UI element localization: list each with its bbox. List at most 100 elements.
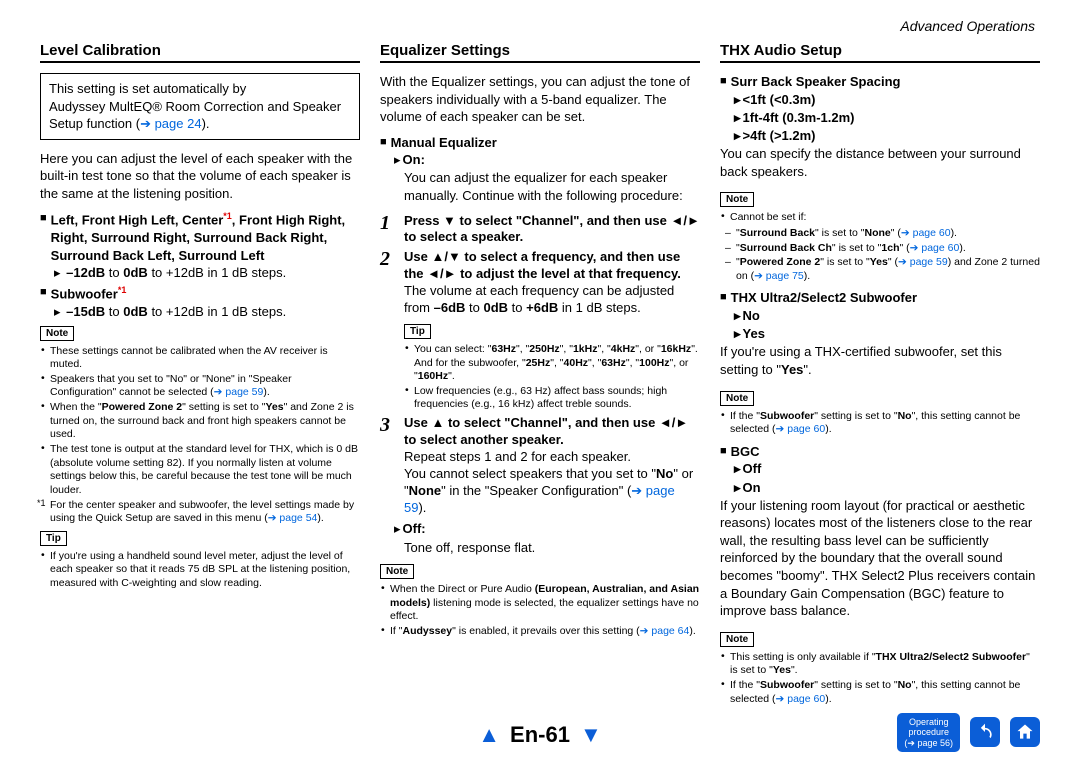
tip-item: If you're using a handheld sound level m… [40,550,360,591]
note-item: "Powered Zone 2" is set to "Yes" (➔ page… [726,256,1040,283]
intro-box-line1: This setting is set automatically by [49,81,246,96]
thxsub-description: If you're using a THX-certified subwoofe… [720,343,1040,378]
note-item: When the "Powered Zone 2" setting is set… [40,401,360,442]
next-page-icon[interactable]: ▼ [580,722,602,748]
note-item: This setting is only available if "THX U… [720,651,1040,678]
page-link[interactable]: ➔ page 75 [754,270,804,282]
notes-block: Cannot be set if: "Surround Back" is set… [720,211,1040,283]
bgc-label: BGC [731,443,760,461]
thxsub-opt: Yes [734,325,1040,343]
step-text: Use ▲ to select "Channel", and then use … [404,415,700,516]
prev-page-icon[interactable]: ▲ [478,722,500,748]
thx-sub-heading: ■ THX Ultra2/Select2 Subwoofer [720,289,1040,307]
note-item: When the Direct or Pure Audio (European,… [380,583,700,624]
heading-level-calibration: Level Calibration [40,42,360,63]
note-item: "Surround Back" is set to "None" (➔ page… [726,227,1040,241]
bgc-heading: ■ BGC [720,443,1040,461]
page-link[interactable]: ➔ page 60 [901,227,951,239]
surr-back-heading: ■ Surr Back Speaker Spacing [720,73,1040,91]
heading-equalizer: Equalizer Settings [380,42,700,63]
notes-block: These settings cannot be calibrated when… [40,345,360,526]
manual-eq-label: Manual Equalizer [391,134,497,152]
sub-range-min: –15dB [66,304,105,319]
page-link[interactable]: ➔ page 64 [640,625,690,637]
subwoofer-range: –15dB to 0dB to +12dB in 1 dB steps. [54,303,360,321]
note-item: If the "Subwoofer" setting is set to "No… [720,679,1040,706]
page-link[interactable]: ➔ page 59 [898,256,948,268]
step-text: Press ▼ to select "Channel", and then us… [404,213,700,247]
note-item: These settings cannot be calibrated when… [40,345,360,372]
note-label: Note [380,564,414,579]
column-equalizer: Equalizer Settings With the Equalizer se… [380,42,700,707]
off-option: Off: [394,520,700,538]
thxsub-opt: No [734,307,1040,325]
back-button[interactable] [970,717,1000,747]
note-item: Cannot be set if: [720,211,1040,225]
intro-box-page-link[interactable]: ➔ page 24 [140,116,202,131]
surr-back-label: Surr Back Speaker Spacing [731,73,901,91]
channel-range: –12dB to 0dB to +12dB in 1 dB steps. [54,264,360,282]
proc-page-ref: (➔ page 56) [904,738,953,748]
channel-list-heading: ■ Left, Front High Left, Center*1, Front… [40,210,360,264]
square-bullet-icon: ■ [720,443,727,461]
step-bold: Use ▲/▼ to select a frequency, and then … [404,249,681,281]
column-level-calibration: Level Calibration This setting is set au… [40,42,360,707]
intro-box: This setting is set automatically by Aud… [40,73,360,140]
proc-line2: procedure [908,727,949,737]
note-label: Note [40,326,74,341]
note-item: If the "Subwoofer" setting is set to "No… [720,410,1040,437]
level-intro-text: Here you can adjust the level of each sp… [40,150,360,203]
step-number-icon: 2 [380,249,398,269]
sub-range-suffix: to +12dB in 1 dB steps. [148,304,286,319]
thx-sub-label: THX Ultra2/Select2 Subwoofer [731,289,917,307]
column-thx: THX Audio Setup ■ Surr Back Speaker Spac… [720,42,1040,707]
intro-box-line3a: Setup function ( [49,116,140,131]
off-description: Tone off, response flat. [404,539,700,557]
range-sep: to [105,265,123,280]
page-link[interactable]: ➔ page 54 [268,512,318,524]
header-section-label: Advanced Operations [900,18,1035,34]
step-text: Use ▲/▼ to select a frequency, and then … [404,249,700,317]
tip-item: You can select: "63Hz", "250Hz", "1kHz",… [404,343,700,384]
square-bullet-icon: ■ [380,134,387,152]
notes-block: If the "Subwoofer" setting is set to "No… [720,410,1040,437]
on-description: You can adjust the equalizer for each sp… [404,169,700,204]
intro-box-line2: Audyssey MultEQ® Room Correction and Spe… [49,99,341,114]
page-link[interactable]: ➔ page 60 [776,423,826,435]
note-item: "Surround Back Ch" is set to "1ch" (➔ pa… [726,242,1040,256]
tips-block: If you're using a handheld sound level m… [40,550,360,591]
page-number: En-61 [510,722,570,748]
floating-toolbar: Operating procedure (➔ page 56) [897,713,1040,752]
manual-eq-heading: ■ Manual Equalizer [380,134,700,152]
note-label: Note [720,192,754,207]
page-link[interactable]: ➔ page 60 [910,242,960,254]
on-label-text: On: [403,152,425,167]
home-button[interactable] [1010,717,1040,747]
subwoofer-heading: ■ Subwoofer*1 [40,284,360,303]
step-3: 3 Use ▲ to select "Channel", and then us… [380,415,700,516]
step-number-icon: 1 [380,213,398,233]
page-link[interactable]: ➔ page 59 [404,483,675,515]
sub-range-sep: to [105,304,123,319]
step-bold: Use ▲ to select "Channel", and then use … [404,415,688,447]
tips-block: You can select: "63Hz", "250Hz", "1kHz",… [404,343,700,412]
square-bullet-icon: ■ [720,289,727,307]
square-bullet-icon: ■ [40,284,47,302]
bgc-opt: Off [734,460,1040,478]
step-plain: Repeat steps 1 and 2 for each speaker. [404,449,631,464]
square-bullet-icon: ■ [40,210,47,228]
sb-description: You can specify the distance between you… [720,145,1040,180]
operating-procedure-button[interactable]: Operating procedure (➔ page 56) [897,713,960,752]
tip-item: Low frequencies (e.g., 63 Hz) affect bas… [404,385,700,412]
note-label: Note [720,391,754,406]
sub-range-zero: 0dB [123,304,148,319]
note-item: If "Audyssey" is enabled, it prevails ov… [380,625,700,639]
page-link[interactable]: ➔ page 60 [776,693,826,705]
notes-block: When the Direct or Pure Audio (European,… [380,583,700,639]
on-option: On: [394,151,700,169]
eq-intro: With the Equalizer settings, you can adj… [380,73,700,126]
range-zero: 0dB [123,265,148,280]
heading-thx: THX Audio Setup [720,42,1040,63]
sb-opt: >4ft (>1.2m) [734,127,1040,145]
page-link[interactable]: ➔ page 59 [214,386,264,398]
